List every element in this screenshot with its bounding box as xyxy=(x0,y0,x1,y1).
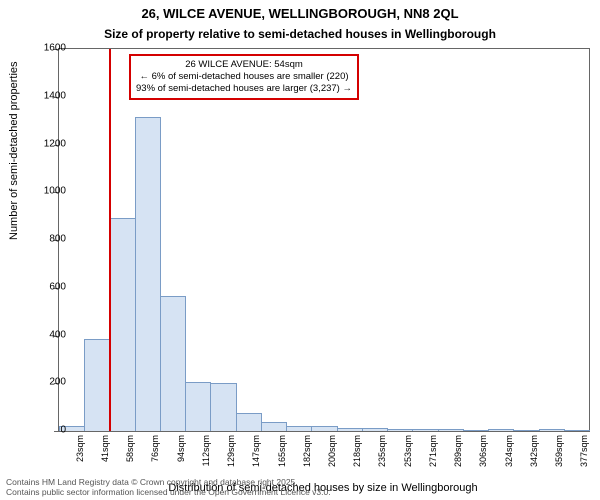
histogram-bar xyxy=(337,428,363,431)
histogram-bar xyxy=(311,426,337,431)
histogram-bar xyxy=(463,430,489,431)
histogram-bar xyxy=(387,429,413,431)
histogram-bar xyxy=(210,383,236,431)
histogram-bar xyxy=(362,428,388,431)
reference-line xyxy=(109,49,111,431)
x-tick-label: 76sqm xyxy=(150,435,160,462)
histogram-bar xyxy=(286,426,312,431)
y-tick-label: 800 xyxy=(26,234,66,245)
footer-line2: Contains public sector information licen… xyxy=(6,488,331,498)
x-tick-label: 306sqm xyxy=(478,435,488,467)
x-tick-label: 324sqm xyxy=(504,435,514,467)
histogram-bar xyxy=(438,429,464,431)
histogram-bar xyxy=(261,422,287,431)
x-tick-label: 112sqm xyxy=(201,435,211,466)
x-tick-label: 342sqm xyxy=(529,435,539,467)
y-tick-label: 1000 xyxy=(26,186,66,197)
annotation-line2: ← 6% of semi-detached houses are smaller… xyxy=(136,71,352,83)
plot-area: 26 WILCE AVENUE: 54sqm← 6% of semi-detac… xyxy=(58,48,590,432)
histogram-bar xyxy=(488,429,514,431)
histogram-bar xyxy=(160,296,186,431)
x-tick-label: 58sqm xyxy=(125,435,135,462)
x-tick-label: 289sqm xyxy=(453,435,463,467)
histogram-bar xyxy=(84,339,110,431)
y-tick-label: 0 xyxy=(26,425,66,436)
histogram-bar xyxy=(564,430,590,431)
y-tick-label: 400 xyxy=(26,329,66,340)
x-tick-label: 359sqm xyxy=(554,435,564,467)
y-tick-label: 1200 xyxy=(26,138,66,149)
y-tick-label: 1600 xyxy=(26,43,66,54)
x-tick-label: 23sqm xyxy=(75,435,85,462)
histogram-bar xyxy=(236,413,262,431)
y-tick-label: 200 xyxy=(26,377,66,388)
histogram-bar xyxy=(412,429,438,431)
annotation-line1: 26 WILCE AVENUE: 54sqm xyxy=(136,59,352,71)
page-title-line2: Size of property relative to semi-detach… xyxy=(0,21,600,41)
x-tick-label: 218sqm xyxy=(352,435,362,467)
x-tick-label: 129sqm xyxy=(226,435,236,467)
x-tick-label: 165sqm xyxy=(277,435,287,467)
x-tick-label: 271sqm xyxy=(428,435,438,467)
histogram-bar xyxy=(109,218,135,431)
y-axis-label: Number of semi-detached properties xyxy=(8,61,20,240)
histogram-bar xyxy=(513,430,539,431)
x-tick-label: 253sqm xyxy=(403,435,413,467)
annotation-line3: 93% of semi-detached houses are larger (… xyxy=(136,83,352,95)
page-title-line1: 26, WILCE AVENUE, WELLINGBOROUGH, NN8 2Q… xyxy=(0,0,600,21)
annotation-box: 26 WILCE AVENUE: 54sqm← 6% of semi-detac… xyxy=(129,54,359,100)
histogram-bar xyxy=(135,117,161,431)
x-tick-label: 182sqm xyxy=(302,435,312,467)
y-tick-label: 1400 xyxy=(26,90,66,101)
x-tick-label: 94sqm xyxy=(176,435,186,462)
x-tick-label: 377sqm xyxy=(579,435,589,467)
histogram-chart: 26 WILCE AVENUE: 54sqm← 6% of semi-detac… xyxy=(58,48,588,430)
x-tick-label: 147sqm xyxy=(251,435,261,467)
y-tick-label: 600 xyxy=(26,281,66,292)
x-tick-label: 235sqm xyxy=(377,435,387,467)
histogram-bar xyxy=(185,382,211,431)
x-tick-label: 200sqm xyxy=(327,435,337,467)
histogram-bar xyxy=(539,429,565,431)
footer-attribution: Contains HM Land Registry data © Crown c… xyxy=(6,478,331,498)
x-tick-label: 41sqm xyxy=(100,435,110,462)
